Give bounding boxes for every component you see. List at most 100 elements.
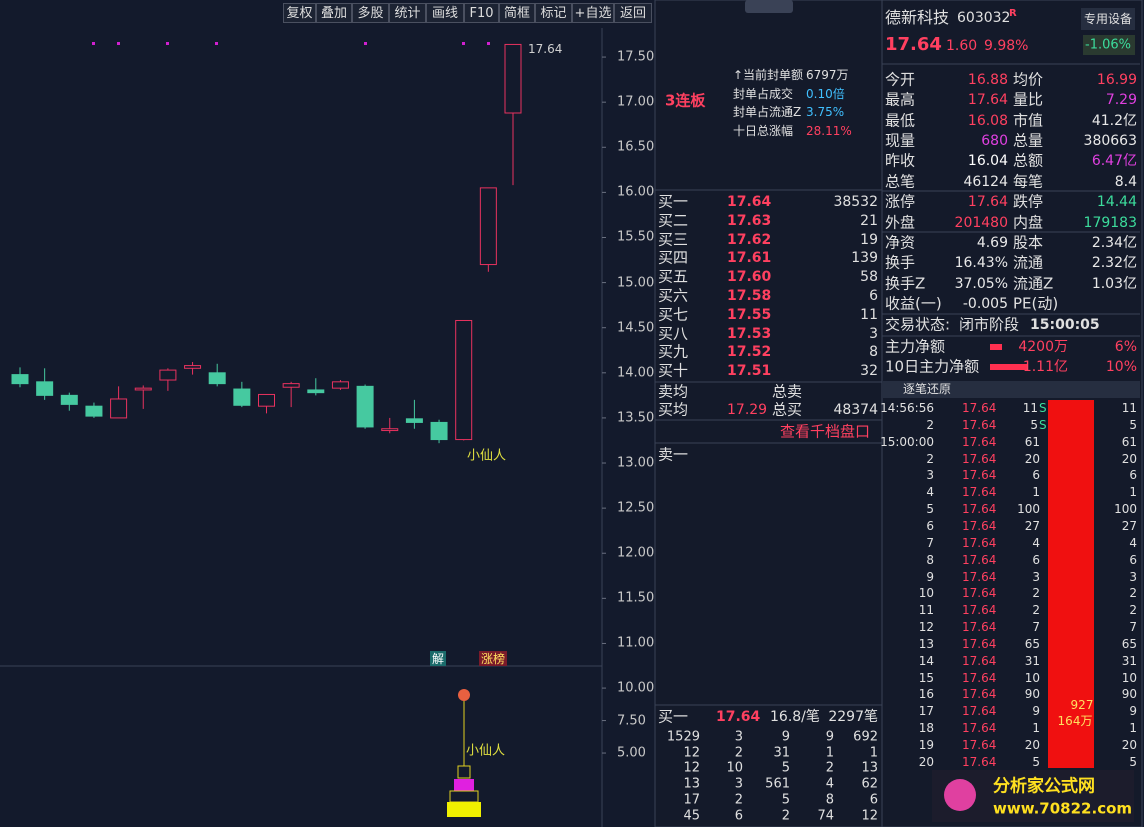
stat-value: 201480 bbox=[954, 214, 1008, 231]
tick-volume: 6 bbox=[1032, 552, 1040, 567]
toolbar-button[interactable]: 叠加 bbox=[316, 3, 352, 23]
tick-title: 逐笔还原 bbox=[903, 382, 952, 396]
tick-volume-right: 6 bbox=[1129, 468, 1137, 483]
seal-value: 28.11% bbox=[806, 123, 852, 138]
tick-volume: 27 bbox=[1024, 518, 1040, 533]
bid-price: 17.64 bbox=[727, 194, 772, 210]
queue-cell: 45 bbox=[683, 808, 700, 823]
tag-box bbox=[479, 651, 507, 666]
tick-volume: 7 bbox=[1032, 620, 1040, 635]
bid-price: 17.58 bbox=[727, 288, 772, 304]
tick-volume-right: 2 bbox=[1129, 603, 1137, 618]
bid-price: 17.62 bbox=[727, 231, 772, 248]
toolbar-button[interactable]: 返回 bbox=[614, 3, 652, 23]
sell-avg-label: 卖均 bbox=[658, 382, 689, 401]
queue-cell: 2 bbox=[825, 760, 834, 776]
toolbar-button[interactable]: 多股 bbox=[352, 3, 389, 23]
collapse-tab bbox=[745, 0, 793, 13]
bid-volume: 3 bbox=[869, 325, 878, 342]
separators bbox=[655, 63, 1140, 706]
queue-cell: 2 bbox=[781, 808, 790, 823]
signal-dots bbox=[92, 42, 490, 45]
y-tick-label: 10.00 bbox=[617, 680, 655, 696]
bid-price: 17.55 bbox=[727, 306, 772, 323]
flow-value: 4200万 bbox=[1018, 339, 1068, 355]
tick-volume-right: 20 bbox=[1121, 738, 1137, 752]
watermark-title: 分析家公式网 bbox=[993, 776, 1095, 797]
queue-cell: 12 bbox=[683, 745, 700, 761]
stat-value: 37.05% bbox=[954, 275, 1008, 292]
bid-label: 买十 bbox=[658, 361, 689, 380]
candle-body bbox=[110, 398, 128, 419]
tick-volume-right: 11 bbox=[1121, 401, 1137, 415]
bid-label: 买三 bbox=[658, 230, 689, 249]
stat-value: 17.64 bbox=[967, 92, 1008, 109]
candle-body bbox=[258, 393, 275, 407]
stat-label: 每笔 bbox=[1013, 172, 1044, 190]
tick-time: 9 bbox=[926, 569, 934, 584]
tick-price: 17.64 bbox=[962, 401, 997, 415]
stat-value: 8.4 bbox=[1114, 173, 1137, 190]
tick-volume: 3 bbox=[1032, 569, 1040, 584]
queue-cell: 5 bbox=[781, 792, 790, 808]
pattern-label: 小仙人 bbox=[467, 448, 507, 464]
stat-value: 16.08 bbox=[967, 112, 1008, 129]
queue-cell: 13 bbox=[861, 760, 878, 776]
bid-price: 17.52 bbox=[727, 344, 772, 361]
queue-cell: 12 bbox=[861, 808, 878, 823]
tick-volume: 11 bbox=[1022, 401, 1038, 415]
stat-value: 1.03亿 bbox=[1091, 275, 1137, 292]
stat-value: 16.43% bbox=[954, 255, 1008, 272]
status-time: 15:00:05 bbox=[1030, 317, 1100, 333]
tick-volume-right: 2 bbox=[1129, 586, 1137, 601]
bid-volume: 38532 bbox=[833, 194, 878, 210]
total-buy-label: 总买 bbox=[772, 400, 803, 419]
toolbar-button[interactable]: 简框 bbox=[499, 3, 535, 23]
stat-value: 2.32亿 bbox=[1091, 255, 1137, 272]
stat-value: 16.99 bbox=[1096, 72, 1137, 88]
bid-label: 买八 bbox=[658, 324, 689, 343]
queue-cell: 1529 bbox=[666, 729, 700, 745]
tick-time: 14 bbox=[918, 653, 934, 668]
stat-label: PE(动) bbox=[1013, 294, 1059, 313]
tick-volume: 65 bbox=[1024, 636, 1040, 651]
stat-label: 内盘 bbox=[1013, 213, 1044, 232]
tick-volume: 1 bbox=[1032, 721, 1040, 736]
toolbar-button[interactable]: +自选 bbox=[572, 3, 614, 23]
indicator-glyph bbox=[447, 689, 481, 817]
seal-value: 0.10倍 bbox=[806, 86, 845, 101]
tick-price: 17.64 bbox=[962, 620, 997, 635]
toolbar-button[interactable]: 复权 bbox=[283, 3, 316, 23]
queue-cell: 31 bbox=[773, 745, 790, 761]
sector-pct: -1.06% bbox=[1085, 37, 1131, 53]
stat-label: 量比 bbox=[1013, 90, 1044, 109]
tick-volume-right: 9 bbox=[1129, 704, 1137, 719]
stat-label: 市值 bbox=[1013, 111, 1044, 130]
queue-cell: 10 bbox=[726, 760, 743, 776]
candle-body bbox=[356, 385, 374, 428]
bid-label: 买九 bbox=[658, 342, 689, 361]
tick-time: 19 bbox=[918, 738, 934, 752]
toolbar-button[interactable]: 统计 bbox=[389, 3, 426, 23]
toolbar-button[interactable]: 画线 bbox=[426, 3, 464, 23]
tick-price: 17.64 bbox=[962, 586, 997, 601]
tick-volume: 2 bbox=[1032, 586, 1040, 601]
stat-value: 4.69 bbox=[976, 234, 1008, 251]
tick-volume-right: 90 bbox=[1121, 687, 1137, 702]
tick-volume-right: 5 bbox=[1129, 417, 1137, 432]
tick-volume: 31 bbox=[1024, 653, 1040, 668]
stat-label: 净资 bbox=[885, 233, 916, 252]
bid-volume: 19 bbox=[860, 231, 878, 248]
bid-label: 买一 bbox=[658, 192, 689, 211]
queue-count: 2297笔 bbox=[828, 709, 878, 725]
buy-avg-label: 买均 bbox=[658, 400, 689, 419]
toolbar-button[interactable]: F10 bbox=[464, 3, 499, 23]
stat-value: 16.04 bbox=[967, 153, 1008, 170]
bid-label: 买四 bbox=[658, 248, 689, 267]
order-book-link[interactable]: 查看千档盘口 bbox=[780, 422, 871, 441]
stat-value: 179183 bbox=[1083, 214, 1137, 231]
toolbar-button[interactable]: 标记 bbox=[535, 3, 572, 23]
order-panel bbox=[654, 0, 883, 827]
bid-volume: 139 bbox=[851, 250, 878, 267]
y-tick-label: 15.50 bbox=[617, 229, 655, 245]
